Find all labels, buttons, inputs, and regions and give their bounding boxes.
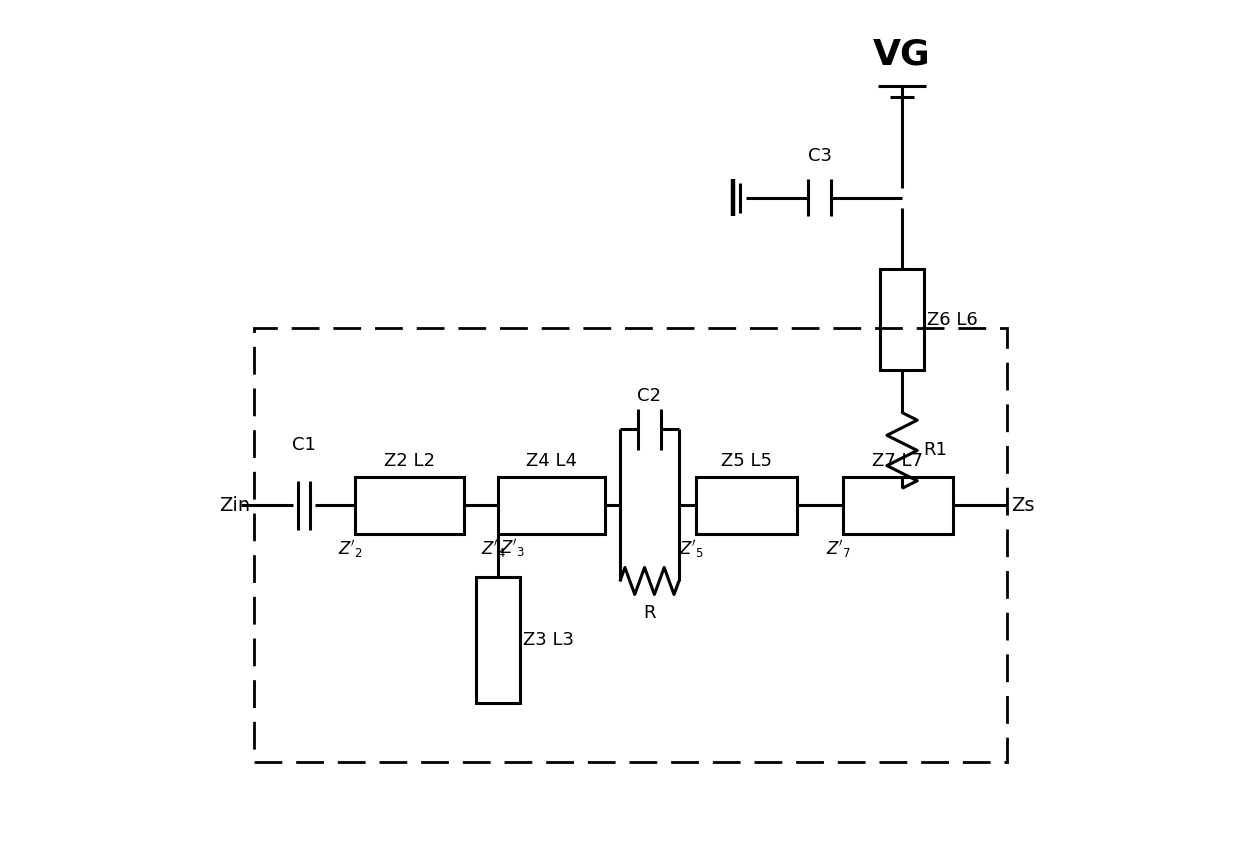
Text: Z3 L3: Z3 L3 — [523, 631, 574, 649]
Text: $Z'_2$: $Z'_2$ — [339, 538, 363, 560]
Bar — [476, 577, 520, 703]
Text: Z4 L4: Z4 L4 — [526, 452, 577, 471]
Text: Zs: Zs — [1012, 496, 1035, 514]
Bar — [843, 477, 952, 534]
Text: VG: VG — [873, 38, 931, 72]
Text: Zin: Zin — [219, 496, 250, 514]
Bar — [696, 477, 797, 534]
Bar — [355, 477, 464, 534]
Bar — [498, 477, 605, 534]
Bar — [880, 269, 924, 370]
Text: C3: C3 — [807, 147, 832, 165]
Text: R1: R1 — [923, 441, 947, 460]
Text: C2: C2 — [637, 386, 661, 405]
Text: $Z'_5$: $Z'_5$ — [680, 538, 704, 560]
Text: $Z'_7$: $Z'_7$ — [826, 538, 852, 560]
Text: $Z'_4$: $Z'_4$ — [481, 538, 506, 560]
Text: Z5 L5: Z5 L5 — [720, 452, 771, 471]
Text: Z2 L2: Z2 L2 — [384, 452, 435, 471]
Text: Z6 L6: Z6 L6 — [928, 311, 978, 329]
Text: C1: C1 — [293, 435, 316, 454]
Text: Z7 L7: Z7 L7 — [873, 452, 924, 471]
Bar — [254, 328, 1007, 762]
Text: $Z'_3$: $Z'_3$ — [501, 537, 526, 559]
Text: R: R — [644, 604, 656, 622]
